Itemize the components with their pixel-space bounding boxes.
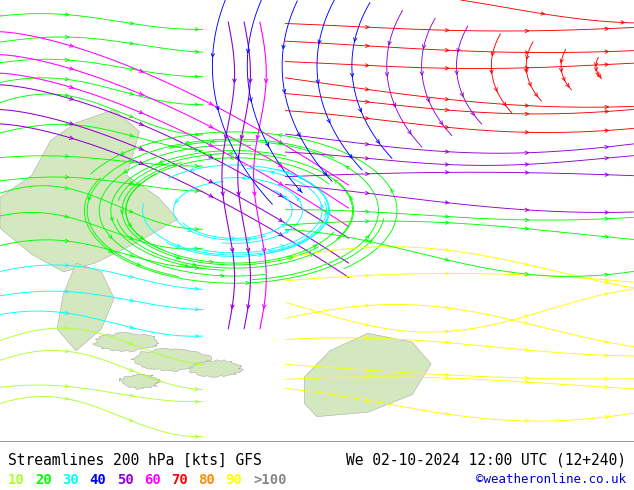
Text: 70: 70 (171, 473, 188, 487)
Text: We 02-10-2024 12:00 UTC (12+240): We 02-10-2024 12:00 UTC (12+240) (346, 453, 626, 468)
Text: 20: 20 (35, 473, 51, 487)
Text: >100: >100 (253, 473, 287, 487)
Text: ©weatheronline.co.uk: ©weatheronline.co.uk (476, 473, 626, 486)
Text: 50: 50 (117, 473, 133, 487)
Text: 90: 90 (226, 473, 242, 487)
Text: 60: 60 (144, 473, 160, 487)
Text: 30: 30 (62, 473, 79, 487)
Text: 40: 40 (89, 473, 106, 487)
Text: 10: 10 (8, 473, 24, 487)
Text: Streamlines 200 hPa [kts] GFS: Streamlines 200 hPa [kts] GFS (8, 453, 261, 468)
Text: 80: 80 (198, 473, 215, 487)
